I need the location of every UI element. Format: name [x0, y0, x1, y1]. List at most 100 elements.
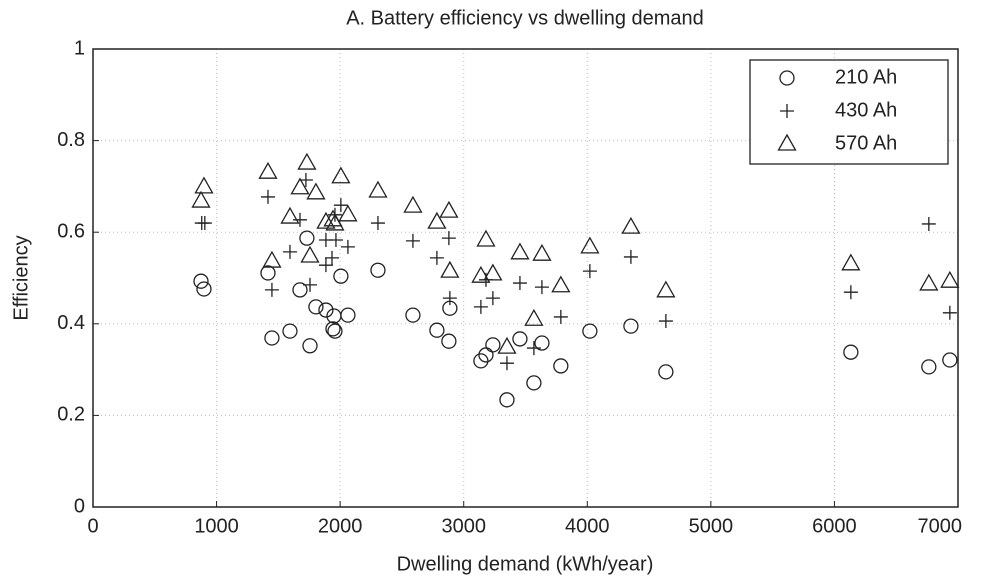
point — [476, 229, 496, 247]
point — [553, 358, 569, 374]
y-axis-label: Efficiency — [10, 235, 32, 320]
point — [658, 314, 673, 329]
x-tick-label: 3000 — [441, 515, 486, 537]
point — [512, 276, 527, 291]
legend-marker — [779, 70, 795, 86]
point — [405, 307, 421, 323]
point — [333, 268, 349, 284]
point — [534, 335, 550, 351]
point — [193, 273, 209, 289]
point — [264, 330, 280, 346]
point — [473, 353, 489, 369]
point — [473, 299, 488, 314]
plot-frame — [92, 48, 959, 508]
point — [328, 232, 343, 247]
point — [497, 336, 517, 354]
point — [427, 211, 447, 229]
point — [524, 308, 544, 326]
point — [302, 277, 317, 292]
x-tick-label: 1000 — [194, 515, 239, 537]
point — [623, 249, 638, 264]
point — [370, 262, 386, 278]
point — [942, 352, 958, 368]
x-tick-label: 4000 — [565, 515, 610, 537]
legend-marker — [780, 104, 794, 118]
point — [919, 273, 939, 291]
point — [499, 356, 514, 371]
point — [333, 198, 348, 213]
point — [297, 152, 317, 170]
point — [331, 166, 351, 184]
point — [841, 253, 861, 271]
point — [485, 291, 500, 306]
point — [921, 359, 937, 375]
point — [441, 333, 457, 349]
point — [656, 280, 676, 298]
point — [429, 250, 444, 265]
x-tick-label: 0 — [87, 515, 98, 537]
y-tick-label: 0 — [74, 495, 85, 517]
legend-label: 210 Ah — [835, 66, 897, 88]
y-tick-label: 1 — [74, 37, 85, 59]
point — [439, 200, 459, 218]
point — [403, 195, 423, 213]
x-tick-label: 7000 — [918, 515, 963, 537]
point — [327, 323, 343, 339]
point — [440, 260, 460, 278]
point — [526, 375, 542, 391]
point — [316, 211, 336, 229]
point — [340, 239, 355, 254]
point — [843, 344, 859, 360]
point — [318, 302, 334, 318]
point — [499, 392, 515, 408]
point — [532, 243, 552, 261]
point — [191, 190, 211, 208]
point — [471, 265, 491, 283]
point — [300, 245, 320, 263]
x-axis-label: Dwelling demand (kWh/year) — [397, 553, 654, 575]
point — [658, 364, 674, 380]
point — [262, 250, 282, 268]
point — [368, 180, 388, 198]
point — [441, 231, 456, 246]
point — [194, 176, 214, 194]
point — [553, 309, 568, 324]
point — [526, 341, 541, 356]
point — [582, 323, 598, 339]
point — [282, 323, 298, 339]
legend-label: 430 Ah — [835, 99, 897, 121]
y-tick-label: 0.6 — [57, 220, 85, 242]
y-tick-label: 0.2 — [57, 404, 85, 426]
point — [324, 250, 339, 265]
point — [582, 264, 597, 279]
x-tick-label: 2000 — [318, 515, 363, 537]
point — [429, 322, 445, 338]
point — [942, 305, 957, 320]
point — [299, 230, 315, 246]
y-tick-label: 0.4 — [57, 312, 85, 334]
point — [370, 216, 385, 231]
point — [196, 281, 212, 297]
point — [621, 216, 641, 234]
point — [260, 189, 275, 204]
point — [318, 258, 333, 273]
point — [512, 331, 528, 347]
point — [302, 338, 318, 354]
point — [405, 233, 420, 248]
x-tick-label: 6000 — [812, 515, 857, 537]
point — [940, 270, 960, 288]
point — [306, 182, 326, 200]
point — [338, 204, 358, 222]
y-tick-label: 0.8 — [57, 129, 85, 151]
point — [551, 275, 571, 293]
point — [921, 216, 936, 231]
point — [258, 161, 278, 179]
point — [292, 212, 307, 227]
point — [260, 265, 276, 281]
point — [485, 337, 501, 353]
point — [534, 280, 549, 295]
point — [282, 244, 297, 259]
point — [280, 206, 300, 224]
